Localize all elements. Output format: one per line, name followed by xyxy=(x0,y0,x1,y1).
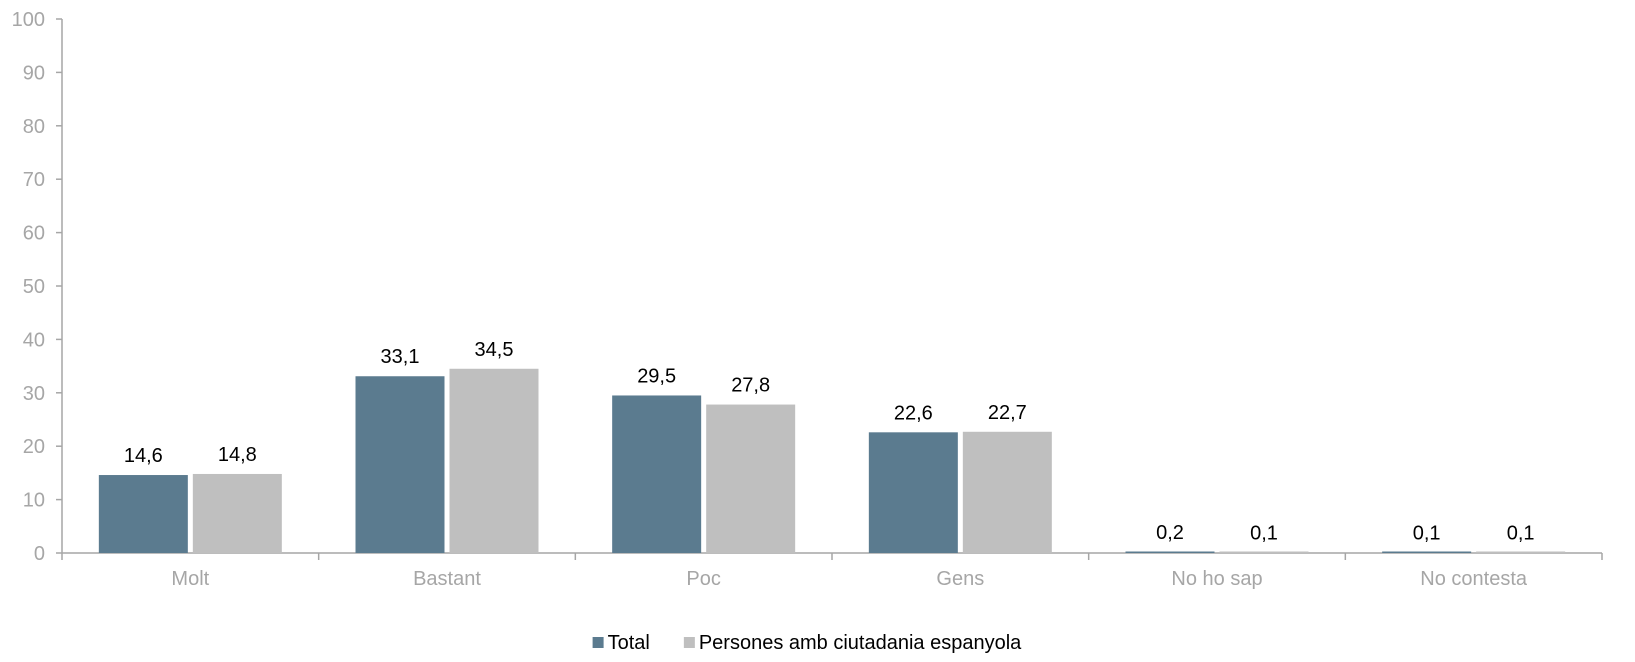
legend-swatch xyxy=(592,637,604,648)
bar xyxy=(449,368,539,553)
y-tick-label: 10 xyxy=(23,490,45,512)
data-label: 34,5 xyxy=(475,339,514,361)
data-label: 22,6 xyxy=(894,402,933,424)
data-label: 33,1 xyxy=(381,346,420,368)
y-tick-label: 80 xyxy=(23,116,45,138)
y-tick-label: 30 xyxy=(23,383,45,405)
bar xyxy=(1382,551,1472,553)
y-tick-label: 0 xyxy=(34,543,45,565)
x-tick-label: Molt xyxy=(171,568,209,590)
bar xyxy=(98,475,188,553)
y-tick-label: 70 xyxy=(23,169,45,191)
y-tick-label: 60 xyxy=(23,223,45,245)
x-tick-label: No contesta xyxy=(1420,568,1528,590)
legend: Total Persones amb ciutadania espanyola xyxy=(592,632,1022,654)
bar xyxy=(868,432,958,553)
bar xyxy=(612,395,702,553)
bar xyxy=(355,376,445,553)
bar xyxy=(706,404,796,553)
value-labels: 14,6 14,8 33,1 34,5 29,5 27,8 22,6 22,7 0,2 0,1 0,… xyxy=(124,339,1535,545)
data-label: 0,2 xyxy=(1156,522,1184,544)
data-label: 27,8 xyxy=(731,375,770,397)
x-tick-label: Bastant xyxy=(413,568,481,590)
x-tick-label: Poc xyxy=(686,568,720,590)
y-axis: 0 10 20 30 40 50 60 70 80 90 100 xyxy=(12,9,63,565)
data-label: 14,8 xyxy=(218,444,257,466)
legend-label: Persones amb ciutadania espanyola xyxy=(699,632,1022,654)
bars xyxy=(98,368,1566,553)
data-label: 0,1 xyxy=(1507,522,1535,544)
legend-label: Total xyxy=(608,632,650,654)
bar xyxy=(1476,551,1566,553)
data-label: 14,6 xyxy=(124,445,163,467)
x-axis: Molt Bastant Poc Gens No ho sap No contesta xyxy=(61,552,1603,590)
bar xyxy=(1125,551,1215,553)
data-label: 29,5 xyxy=(637,365,676,387)
y-tick-label: 20 xyxy=(23,436,45,458)
x-tick-label: Gens xyxy=(936,568,984,590)
x-tick-label: No ho sap xyxy=(1171,568,1262,590)
y-tick-label: 50 xyxy=(23,276,45,298)
data-label: 0,1 xyxy=(1250,522,1278,544)
data-label: 22,7 xyxy=(988,402,1027,424)
y-tick-label: 100 xyxy=(12,9,45,31)
y-tick-label: 40 xyxy=(23,329,45,351)
data-label: 0,1 xyxy=(1413,522,1441,544)
y-tick-label: 90 xyxy=(23,62,45,84)
legend-swatch xyxy=(683,637,695,648)
bar xyxy=(1219,551,1309,553)
bar xyxy=(192,473,282,553)
bar xyxy=(962,431,1052,553)
